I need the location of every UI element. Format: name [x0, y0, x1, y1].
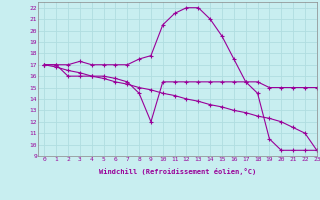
X-axis label: Windchill (Refroidissement éolien,°C): Windchill (Refroidissement éolien,°C)	[99, 168, 256, 175]
